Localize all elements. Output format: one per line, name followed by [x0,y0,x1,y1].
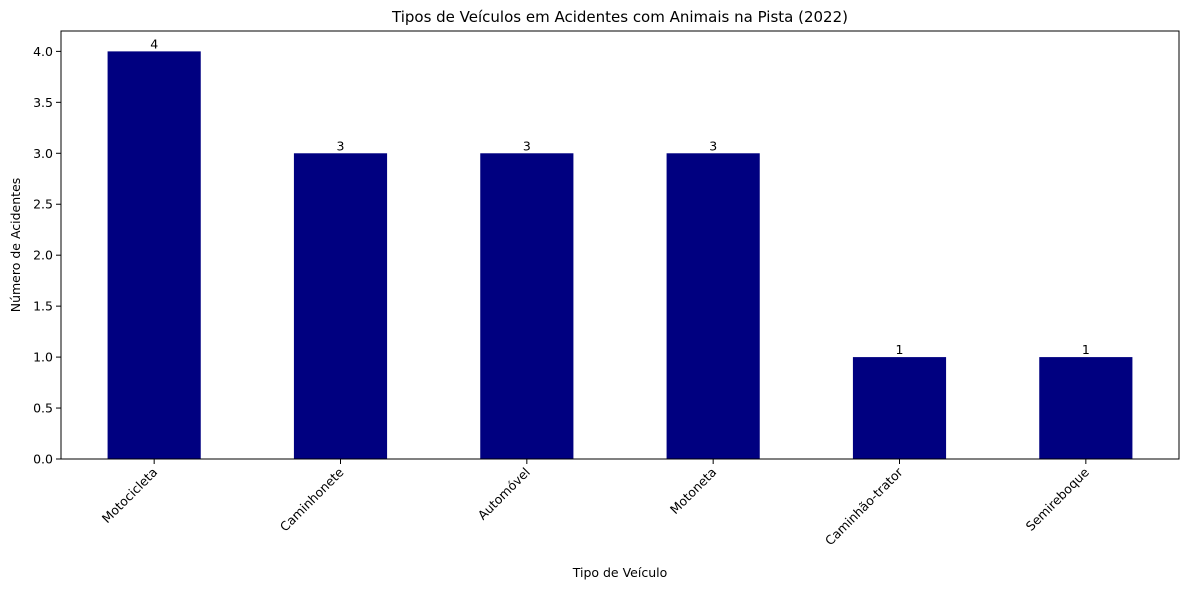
data-label-1: 3 [337,138,345,153]
axes-frame [60,30,1180,460]
bar-4 [852,357,947,459]
data-label-4: 1 [896,342,904,357]
x-tick-label-2: Automóvel [475,465,533,523]
y-tick-label-0: 0.0 [33,452,53,467]
bar-3 [666,153,760,460]
x-tick-label-0: Motocicleta [99,465,160,526]
data-label-0: 4 [150,36,158,51]
x-tick-label-4: Caminhão-trator [822,464,906,548]
bar-1 [293,153,388,460]
y-tick-label-3: 1.5 [33,299,53,314]
y-tick-label-6: 3.0 [33,146,53,161]
data-label-2: 3 [523,138,531,153]
x-tick-label-5: Semireboque [1023,464,1092,533]
y-tick-label-7: 3.5 [33,95,53,110]
y-tick-label-8: 4.0 [33,44,53,59]
chart-title: Tipos de Veículos em Acidentes com Anima… [391,8,848,26]
bar-5 [1039,357,1133,459]
y-axis-label: Número de Acidentes [8,178,23,313]
y-tick-label-5: 2.5 [33,197,53,212]
x-tick-label-3: Motoneta [667,465,719,517]
y-tick-label-4: 2.0 [33,248,53,263]
plot-area: 4 Motocicleta 3 Caminhonete 3 Automóvel 3 Moton… [33,30,1180,548]
data-label-5: 1 [1082,342,1090,357]
y-tick-label-1: 0.5 [33,401,53,416]
x-axis-label: Tipo de Veículo [572,565,668,580]
bar-2 [480,153,574,460]
bar-0 [107,51,201,459]
data-label-3: 3 [709,138,717,153]
x-tick-label-1: Caminhonete [277,464,347,534]
y-tick-label-2: 1.0 [33,350,53,365]
